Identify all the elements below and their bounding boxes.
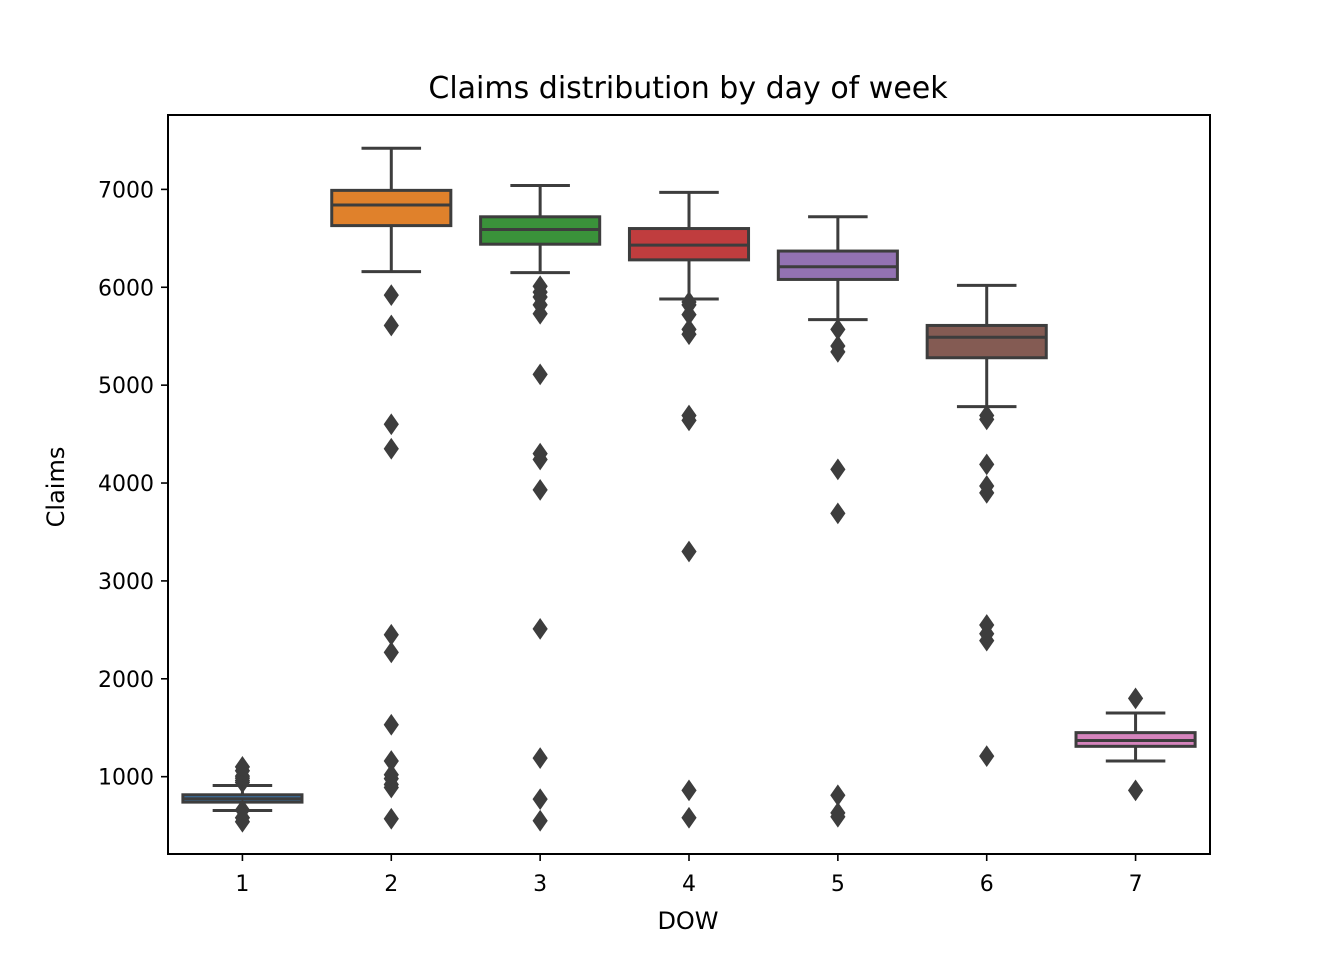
outlier-point [383,437,399,460]
x-tick-label: 4 [682,872,696,897]
outlier-point [383,763,399,786]
outlier-point [383,750,399,772]
box-group-dow-6 [925,283,1048,767]
x-axis-label: DOW [657,907,718,935]
box-group-dow-7 [1074,687,1197,802]
outlier-point [1127,687,1144,710]
outlier-point [532,442,548,465]
outlier-point [681,404,697,427]
outlier-point [830,784,846,807]
box-group-dow-3 [479,183,602,832]
outlier-point [830,802,846,824]
outlier-point [532,747,548,769]
outlier-point [681,291,697,313]
x-axis: 1 2 3 4 5 6 7 [235,854,1143,897]
outlier-point [1127,779,1144,802]
y-tick-label: 6000 [98,276,154,301]
outlier-point [830,318,846,341]
x-tick-label: 6 [980,872,994,897]
outlier-point [234,756,251,778]
outlier-point [383,807,399,830]
plot-area-frame [167,114,1211,855]
iqr-box [330,188,453,228]
y-tick-label: 5000 [98,374,154,399]
outlier-point [532,363,548,386]
box-group-dow-5 [776,215,899,828]
outlier-point [979,475,995,497]
box-group-dow-4 [627,190,751,829]
y-tick-label: 3000 [98,570,154,595]
x-tick-label: 1 [235,872,249,897]
outlier-point [830,502,846,525]
y-tick-label: 2000 [98,668,154,693]
outlier-point [681,540,697,563]
outlier-point [979,404,995,427]
box-series [181,146,1197,833]
y-axis: 1000 2000 3000 4000 5000 6000 7000 [98,178,168,791]
x-tick-label: 2 [384,872,398,897]
outlier-point [383,284,399,306]
outlier-point [532,618,548,640]
outlier-point [532,275,548,298]
outlier-point [383,713,399,736]
outlier-point [532,788,548,811]
outlier-point [383,413,399,436]
outlier-point [532,479,548,501]
box-group-dow-1 [181,756,304,833]
outlier-point [532,809,548,832]
box-group-dow-2 [330,146,453,830]
outlier-point [979,614,995,636]
outlier-point [681,806,697,829]
outlier-point [383,314,399,337]
x-tick-label: 5 [831,872,845,897]
chart-title: Claims distribution by day of week [428,71,948,106]
y-tick-label: 7000 [98,178,154,203]
y-tick-label: 4000 [98,472,154,497]
x-tick-label: 7 [1129,872,1143,897]
y-tick-label: 1000 [98,766,154,791]
outlier-point [383,641,399,664]
y-axis-label: Claims [42,447,70,528]
outlier-point [979,453,995,476]
outlier-point [830,458,846,481]
outlier-point [681,318,697,341]
iqr-box [925,323,1048,360]
x-tick-label: 3 [533,872,547,897]
outlier-point [830,335,846,357]
outlier-point [234,799,251,821]
outlier-point [979,745,995,767]
outlier-point [383,623,399,646]
outlier-point [681,779,697,802]
